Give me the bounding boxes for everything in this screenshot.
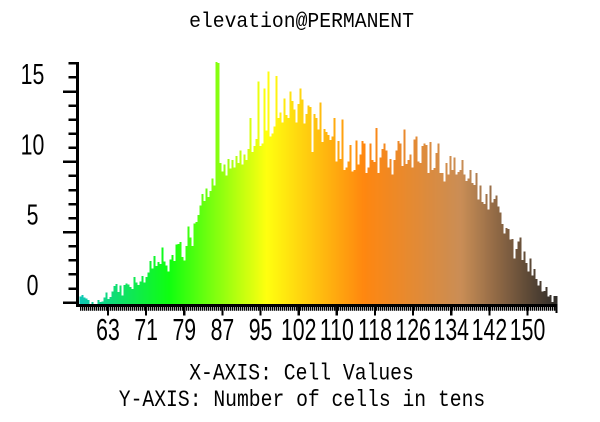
svg-text:15: 15 — [21, 59, 45, 91]
svg-text:87: 87 — [211, 312, 235, 347]
svg-text:142: 142 — [472, 312, 507, 347]
svg-text:X-AXIS: Cell Values: X-AXIS: Cell Values — [189, 361, 414, 387]
svg-text:150: 150 — [510, 312, 545, 347]
svg-text:102: 102 — [281, 312, 316, 347]
svg-text:elevation@PERMANENT: elevation@PERMANENT — [189, 11, 414, 35]
svg-text:Y-AXIS: Number of cells in ten: Y-AXIS: Number of cells in tens — [119, 388, 485, 414]
svg-text:5: 5 — [27, 200, 39, 232]
svg-text:71: 71 — [134, 312, 158, 347]
svg-text:126: 126 — [395, 312, 430, 347]
svg-text:110: 110 — [320, 312, 354, 347]
svg-text:10: 10 — [21, 129, 45, 161]
svg-text:118: 118 — [358, 312, 392, 347]
svg-text:63: 63 — [96, 312, 120, 347]
svg-text:134: 134 — [434, 312, 469, 347]
svg-text:95: 95 — [249, 312, 273, 347]
svg-text:79: 79 — [172, 312, 196, 347]
svg-text:0: 0 — [27, 270, 39, 302]
